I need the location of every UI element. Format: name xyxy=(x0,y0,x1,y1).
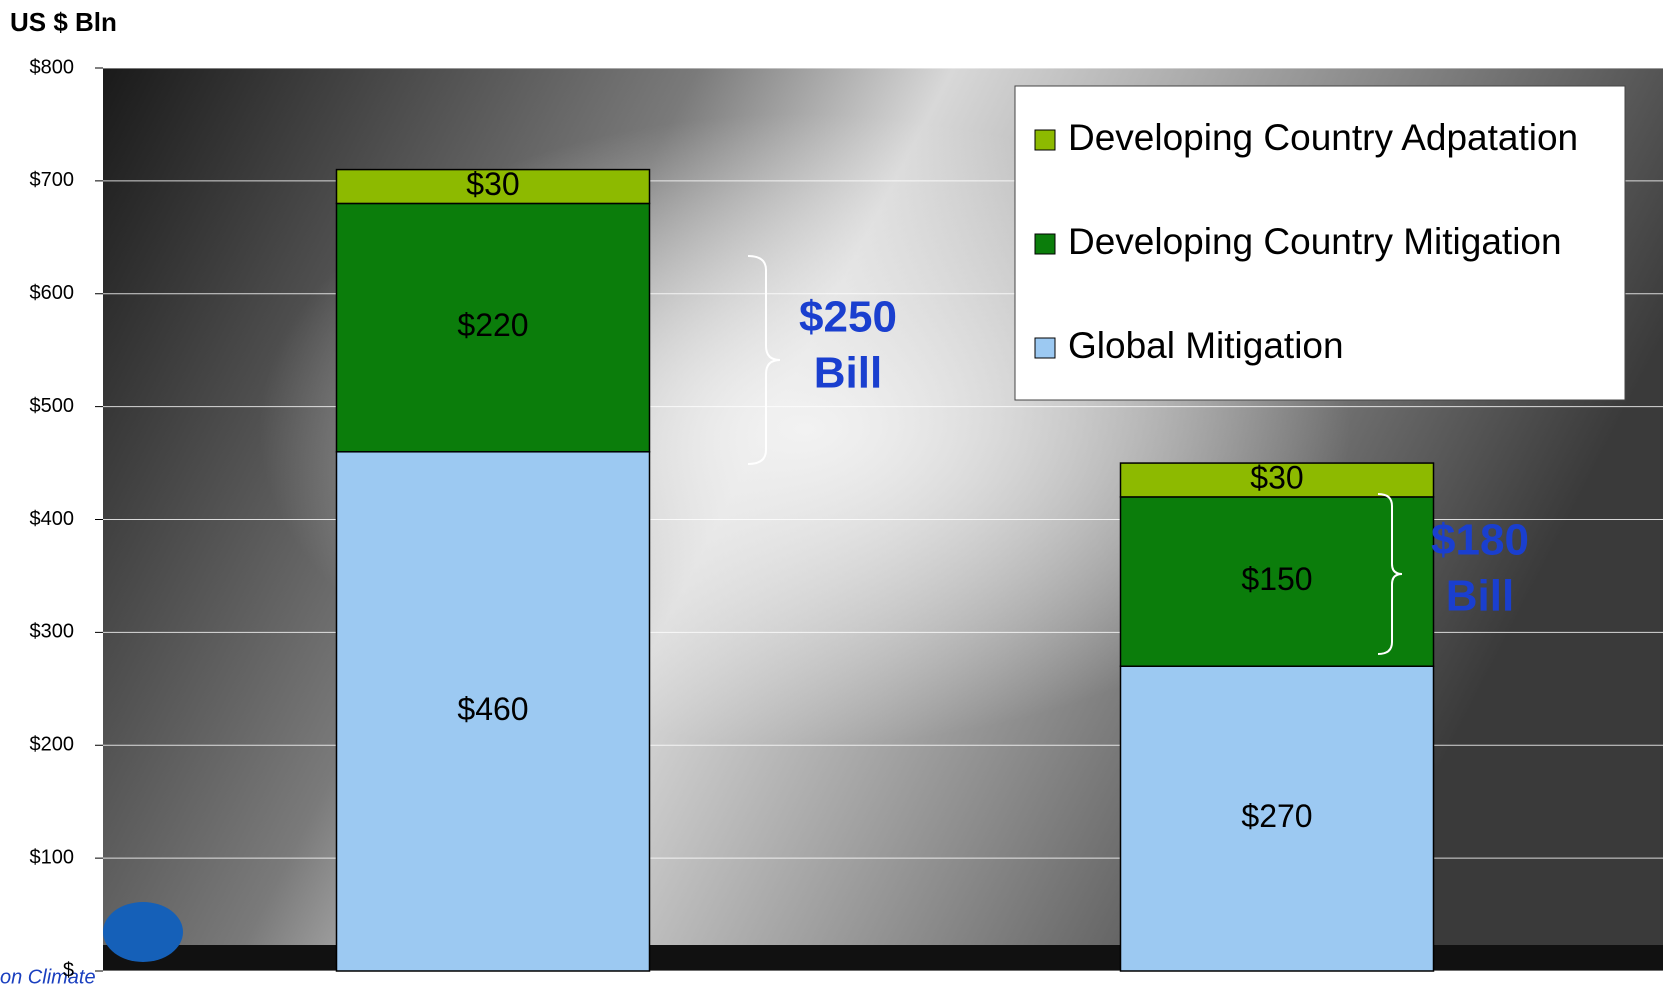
bar-segment xyxy=(335,451,651,972)
legend-swatch xyxy=(1034,129,1056,151)
y-tick-label: $500 xyxy=(30,395,75,417)
data-label: $30 xyxy=(466,166,519,202)
y-tick-label: $100 xyxy=(30,846,75,868)
logo xyxy=(103,902,183,962)
legend-label: Developing Country Adpatation xyxy=(1068,117,1578,158)
legend xyxy=(1014,85,1626,401)
legend-label: Global Mitigation xyxy=(1068,325,1344,366)
brace xyxy=(1377,493,1403,655)
bar-segment xyxy=(335,202,651,453)
y-tick-label: $300 xyxy=(30,621,75,643)
bar-segment xyxy=(1119,496,1435,667)
bar-segment xyxy=(1119,462,1435,498)
y-tick-label: $800 xyxy=(30,56,75,78)
data-label: $220 xyxy=(457,307,528,343)
legend-swatch xyxy=(1034,233,1056,255)
data-label: $460 xyxy=(457,691,528,727)
legend-label: Developing Country Mitigation xyxy=(1068,221,1562,262)
annotation: $180 xyxy=(1431,516,1529,565)
data-label: $30 xyxy=(1250,459,1303,495)
legend-swatch xyxy=(1034,337,1056,359)
footer-text: on Climate xyxy=(0,966,96,985)
annotation: Bill xyxy=(814,349,882,398)
y-tick-label: $200 xyxy=(30,734,75,756)
bar-segment xyxy=(1119,665,1435,972)
y-tick-label: $600 xyxy=(30,282,75,304)
annotation: $250 xyxy=(799,293,897,342)
y-tick-label: $400 xyxy=(30,508,75,530)
y-tick-label: $700 xyxy=(30,169,75,191)
y-tick-label: $ xyxy=(63,959,74,981)
bar-segment xyxy=(335,168,651,205)
brace xyxy=(747,255,781,465)
y-axis-title: US $ Bln xyxy=(10,7,117,37)
data-label: $150 xyxy=(1241,561,1312,597)
annotation: Bill xyxy=(1446,572,1514,621)
data-label: $270 xyxy=(1241,798,1312,834)
